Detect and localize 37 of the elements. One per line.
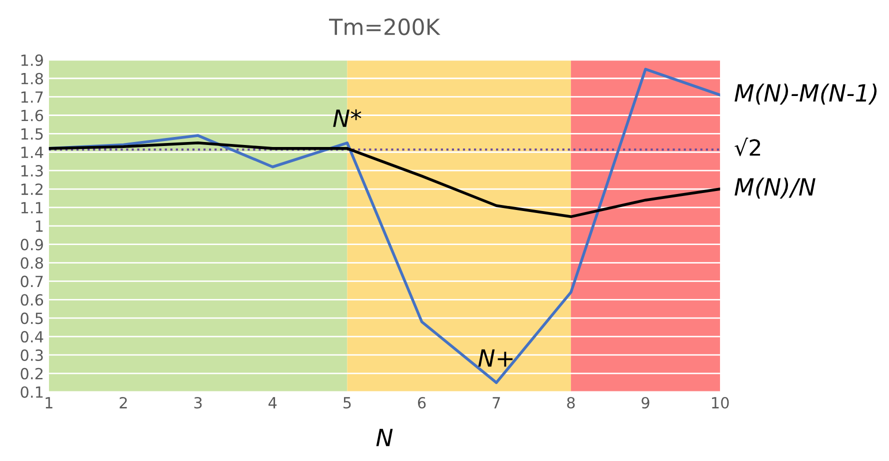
y-tick-label: 1.8 <box>21 72 43 84</box>
x-tick-label: 6 <box>418 396 426 409</box>
y-tick-label: 0.8 <box>20 257 43 269</box>
y-tick-label: 0.4 <box>20 330 44 343</box>
y-tick-label: 0.9 <box>20 238 43 250</box>
y-tick-label: 0.5 <box>20 312 43 324</box>
x-tick-label: 7 <box>492 397 500 408</box>
annotation: N+ <box>478 349 513 367</box>
y-tick-label: 1.3 <box>21 165 43 177</box>
x-tick-label: 4 <box>268 397 277 408</box>
series-label: M(N)/N <box>734 178 816 199</box>
y-tick-label: 1.6 <box>21 110 44 122</box>
x-tick-label: 8 <box>567 396 575 409</box>
y-tick-label: 0.2 <box>20 368 43 380</box>
x-tick-label: 5 <box>344 397 351 409</box>
y-tick-label: 0.7 <box>20 276 43 288</box>
x-tick-label: 1 <box>46 397 52 408</box>
y-tick-label: 1.2 <box>21 183 43 195</box>
y-tick-label: 1 <box>36 220 43 232</box>
y-tick-label: 1.9 <box>21 54 43 66</box>
series-label: M(N)-M(N-1) <box>734 84 877 105</box>
y-tick-label: 1.1 <box>21 202 43 214</box>
y-tick-label: 0.6 <box>20 294 44 306</box>
y-tick-label: 0.3 <box>20 349 43 361</box>
y-tick-label: 1.7 <box>21 91 43 103</box>
chart-title: Tm=200K <box>329 18 440 36</box>
x-axis-title: N <box>376 428 393 446</box>
x-tick-label: 10 <box>712 396 729 409</box>
x-tick-label: 9 <box>642 396 650 409</box>
y-tick-label: 1.5 <box>21 128 43 140</box>
y-tick-label: 1.4 <box>21 146 44 158</box>
x-tick-label: 3 <box>194 396 202 409</box>
ref-line-label: √2 <box>734 138 760 156</box>
x-tick-label: 2 <box>120 396 127 408</box>
annotation: N* <box>333 109 362 127</box>
y-tick-label: 0.1 <box>20 386 43 398</box>
line-series <box>48 142 720 218</box>
